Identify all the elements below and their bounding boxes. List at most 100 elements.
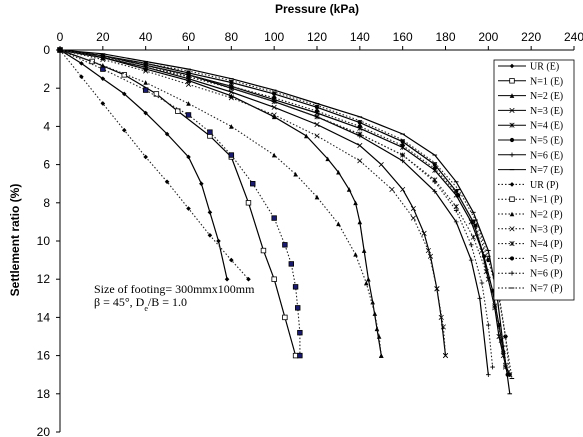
data-point — [228, 89, 234, 95]
data-point — [229, 85, 234, 91]
data-point — [336, 221, 341, 227]
x-tick-label: 180 — [435, 30, 455, 44]
data-point — [314, 114, 320, 120]
data-point — [453, 208, 459, 213]
x-tick-label: 100 — [264, 30, 284, 44]
y-axis-ticks: 0 2 4 6 8 10 12 14 16 18 20 — [37, 43, 60, 437]
y-tick-label: 0 — [43, 43, 50, 57]
x-tick-label: 220 — [521, 30, 541, 44]
data-point — [164, 179, 170, 185]
y-tick-label: 4 — [43, 119, 50, 133]
x-tick-label: 140 — [350, 30, 370, 44]
legend-label: N=4 (P) — [530, 239, 563, 250]
data-point — [357, 124, 362, 129]
x-axis-title: Pressure (kPa) — [275, 2, 359, 16]
data-point — [228, 95, 234, 101]
data-point — [186, 74, 191, 80]
data-point — [121, 91, 127, 97]
data-point — [421, 230, 427, 236]
legend-label: UR (P) — [530, 180, 559, 191]
y-tick-label: 14 — [37, 310, 51, 324]
legend-marker — [509, 137, 515, 143]
data-point — [186, 206, 191, 211]
data-point — [207, 129, 213, 135]
data-point — [357, 120, 362, 125]
data-point — [224, 276, 230, 282]
data-point — [186, 101, 191, 106]
data-point — [260, 247, 267, 254]
annotation-beta: β = 45°, D — [94, 295, 145, 309]
data-point — [79, 61, 84, 66]
data-point — [400, 158, 405, 164]
legend-item: N=7 (E) — [498, 165, 563, 176]
data-point — [295, 305, 301, 311]
series-line — [59, 49, 509, 375]
x-tick-label: 200 — [478, 30, 498, 44]
x-tick-label: 40 — [139, 30, 153, 44]
data-point — [483, 268, 489, 275]
data-point — [432, 189, 438, 194]
data-point — [229, 124, 234, 129]
y-tick-label: 10 — [37, 234, 51, 248]
legend-label: N=5 (E) — [530, 136, 563, 147]
data-point — [207, 210, 213, 215]
legend-item: N=3 (P) — [498, 224, 563, 235]
legend-item: UR (E) — [498, 62, 559, 73]
data-point — [361, 248, 367, 253]
data-point — [372, 311, 378, 316]
data-point — [314, 194, 320, 200]
data-point — [272, 91, 277, 96]
y-tick-label: 2 — [43, 81, 50, 95]
footing-annotation: Size of footing= 300mmx100mm β = 45°, De… — [94, 282, 255, 313]
data-point — [293, 171, 298, 177]
series-line — [59, 49, 382, 356]
data-point — [246, 276, 251, 282]
x-tick-label: 160 — [393, 30, 413, 44]
data-point — [271, 215, 277, 221]
data-point — [378, 162, 384, 168]
data-point — [434, 286, 440, 292]
y-tick-label: 12 — [37, 272, 51, 286]
legend-label: UR (E) — [530, 62, 559, 73]
legend-item: N=2 (E) — [498, 91, 563, 102]
legend-marker — [509, 93, 515, 98]
data-point — [272, 95, 277, 100]
data-point — [353, 252, 358, 257]
data-point — [410, 215, 416, 221]
x-tick-label: 120 — [307, 30, 327, 44]
data-point — [185, 81, 192, 87]
series-line — [59, 49, 228, 280]
data-point — [400, 143, 405, 148]
data-point — [297, 329, 303, 336]
data-point — [79, 74, 84, 80]
data-point — [100, 62, 106, 68]
data-point — [100, 76, 106, 81]
y-tick-label: 6 — [43, 158, 50, 172]
data-point — [143, 80, 148, 85]
data-point — [425, 247, 431, 254]
data-point — [143, 68, 149, 74]
data-point — [216, 238, 221, 244]
series-line — [59, 49, 507, 368]
data-point — [357, 158, 363, 164]
legend-marker — [509, 63, 515, 69]
series-11 — [57, 47, 449, 359]
data-point — [271, 104, 277, 110]
legend-label: N=7 (P) — [530, 284, 563, 295]
legend-label: N=2 (P) — [530, 210, 563, 221]
legend-marker — [509, 270, 515, 276]
data-point — [314, 121, 320, 128]
data-point — [502, 364, 509, 370]
data-point — [389, 186, 395, 193]
legend-marker — [509, 107, 515, 113]
annotation-subscript: e — [144, 304, 148, 313]
legend-marker — [509, 226, 515, 232]
series-0 — [57, 47, 230, 282]
data-point — [410, 205, 416, 212]
data-point — [100, 101, 106, 106]
data-point — [288, 261, 294, 267]
data-point — [245, 200, 252, 206]
data-point — [303, 133, 309, 139]
data-point — [427, 253, 434, 259]
data-point — [199, 181, 204, 186]
